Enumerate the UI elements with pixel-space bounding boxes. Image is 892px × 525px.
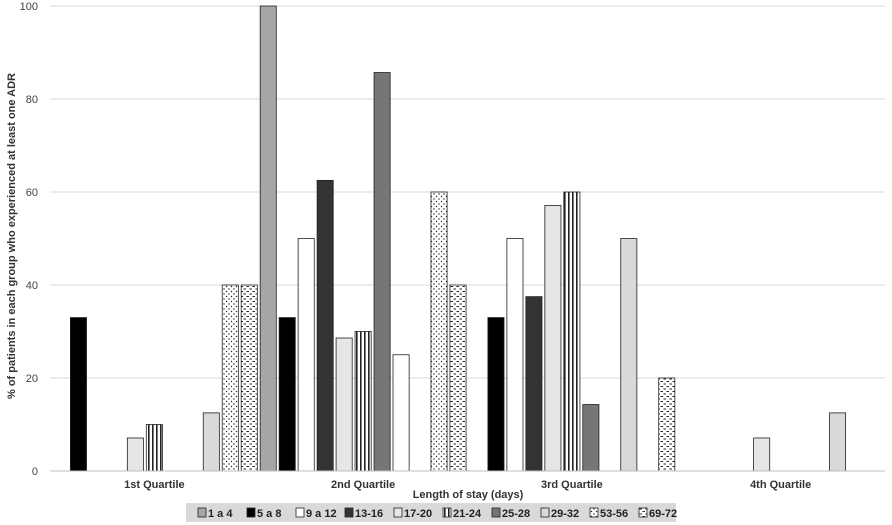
bar — [544, 205, 562, 472]
legend-swatch — [246, 507, 256, 518]
x-axis-categories: 1st Quartile 2nd Quartile 3rd Quartile 4th … — [124, 479, 811, 491]
bars — [70, 5, 847, 472]
legend-label: 9 a 12 — [306, 508, 337, 520]
legend-label: 69-72 — [649, 508, 677, 520]
legend-background — [186, 503, 676, 522]
legend-label: 1 a 4 — [208, 508, 233, 520]
y-tick-label: 100 — [20, 1, 38, 13]
bar — [221, 284, 239, 472]
bar — [70, 317, 87, 472]
legend-label: 29-32 — [551, 508, 579, 520]
legend-swatch — [589, 507, 599, 518]
bar — [259, 5, 277, 472]
bar — [449, 284, 467, 472]
bar — [525, 296, 543, 472]
bar — [316, 179, 334, 472]
bar — [373, 72, 391, 472]
legend: 1 a 4 5 a 8 9 a 12 13-16 17-20 21-24 25-28 29-3… — [186, 503, 677, 522]
y-tick-label: 80 — [26, 94, 38, 106]
bar — [278, 317, 296, 472]
bar — [829, 412, 847, 472]
legend-label: 53-56 — [600, 508, 628, 520]
x-category-label: 4th Quartile — [750, 479, 811, 491]
x-category-label: 2nd Quartile — [331, 479, 395, 491]
bar — [335, 337, 353, 472]
x-category-label: 1st Quartile — [124, 479, 185, 491]
legend-swatch — [491, 507, 501, 518]
legend-label: 25-28 — [502, 508, 530, 520]
bar — [126, 437, 144, 472]
bar — [620, 238, 638, 472]
legend-swatch — [197, 507, 207, 518]
y-tick-label: 40 — [26, 280, 38, 292]
bar — [658, 377, 676, 472]
bar — [202, 412, 220, 472]
bar — [563, 191, 581, 472]
legend-swatch — [442, 507, 452, 518]
bar — [297, 238, 315, 472]
legend-swatch — [295, 507, 305, 518]
legend-label: 17-20 — [404, 508, 432, 520]
bar — [506, 238, 524, 472]
legend-label: 5 a 8 — [257, 508, 281, 520]
bar — [430, 191, 448, 472]
legend-swatch — [540, 507, 550, 518]
bar — [582, 404, 600, 472]
x-category-label: 3rd Quartile — [541, 479, 603, 491]
bar — [354, 331, 372, 472]
legend-label: 13-16 — [355, 508, 383, 520]
bar — [753, 437, 771, 472]
legend-swatch — [638, 507, 648, 518]
bar — [240, 284, 258, 472]
y-axis-title: % of patients in each group who experien… — [6, 73, 18, 399]
bar — [392, 354, 410, 472]
y-axis-ticks: 0 20 40 60 80 100 — [20, 1, 38, 478]
legend-label: 21-24 — [453, 508, 482, 520]
y-tick-label: 0 — [32, 466, 38, 478]
legend-swatch — [393, 507, 403, 518]
y-tick-label: 20 — [26, 373, 38, 385]
x-axis-title: Length of stay (days) — [413, 489, 524, 501]
legend-swatch — [344, 507, 354, 518]
y-tick-label: 60 — [26, 187, 38, 199]
bar — [487, 317, 505, 472]
bar — [145, 424, 163, 472]
gridlines — [50, 5, 885, 379]
